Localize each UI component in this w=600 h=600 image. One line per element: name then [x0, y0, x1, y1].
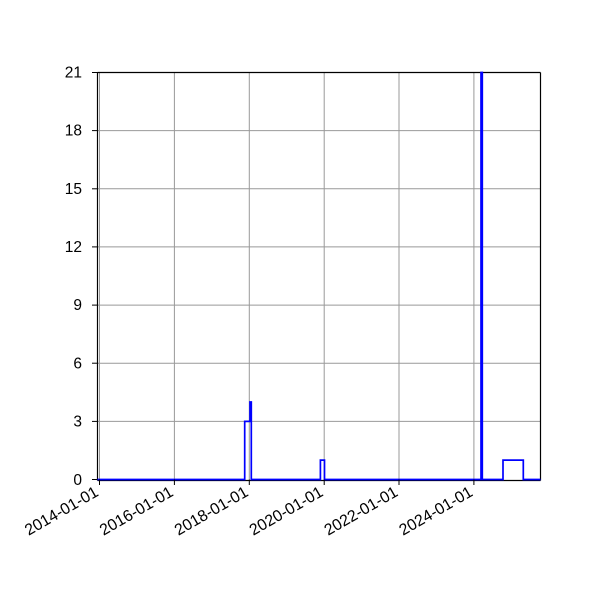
svg-text:15: 15 — [65, 181, 82, 198]
svg-text:9: 9 — [73, 297, 82, 314]
svg-text:6: 6 — [73, 355, 82, 372]
svg-text:18: 18 — [65, 123, 82, 140]
svg-text:12: 12 — [65, 239, 82, 256]
svg-text:21: 21 — [65, 64, 82, 81]
svg-text:3: 3 — [73, 414, 82, 431]
svg-text:0: 0 — [73, 472, 82, 489]
